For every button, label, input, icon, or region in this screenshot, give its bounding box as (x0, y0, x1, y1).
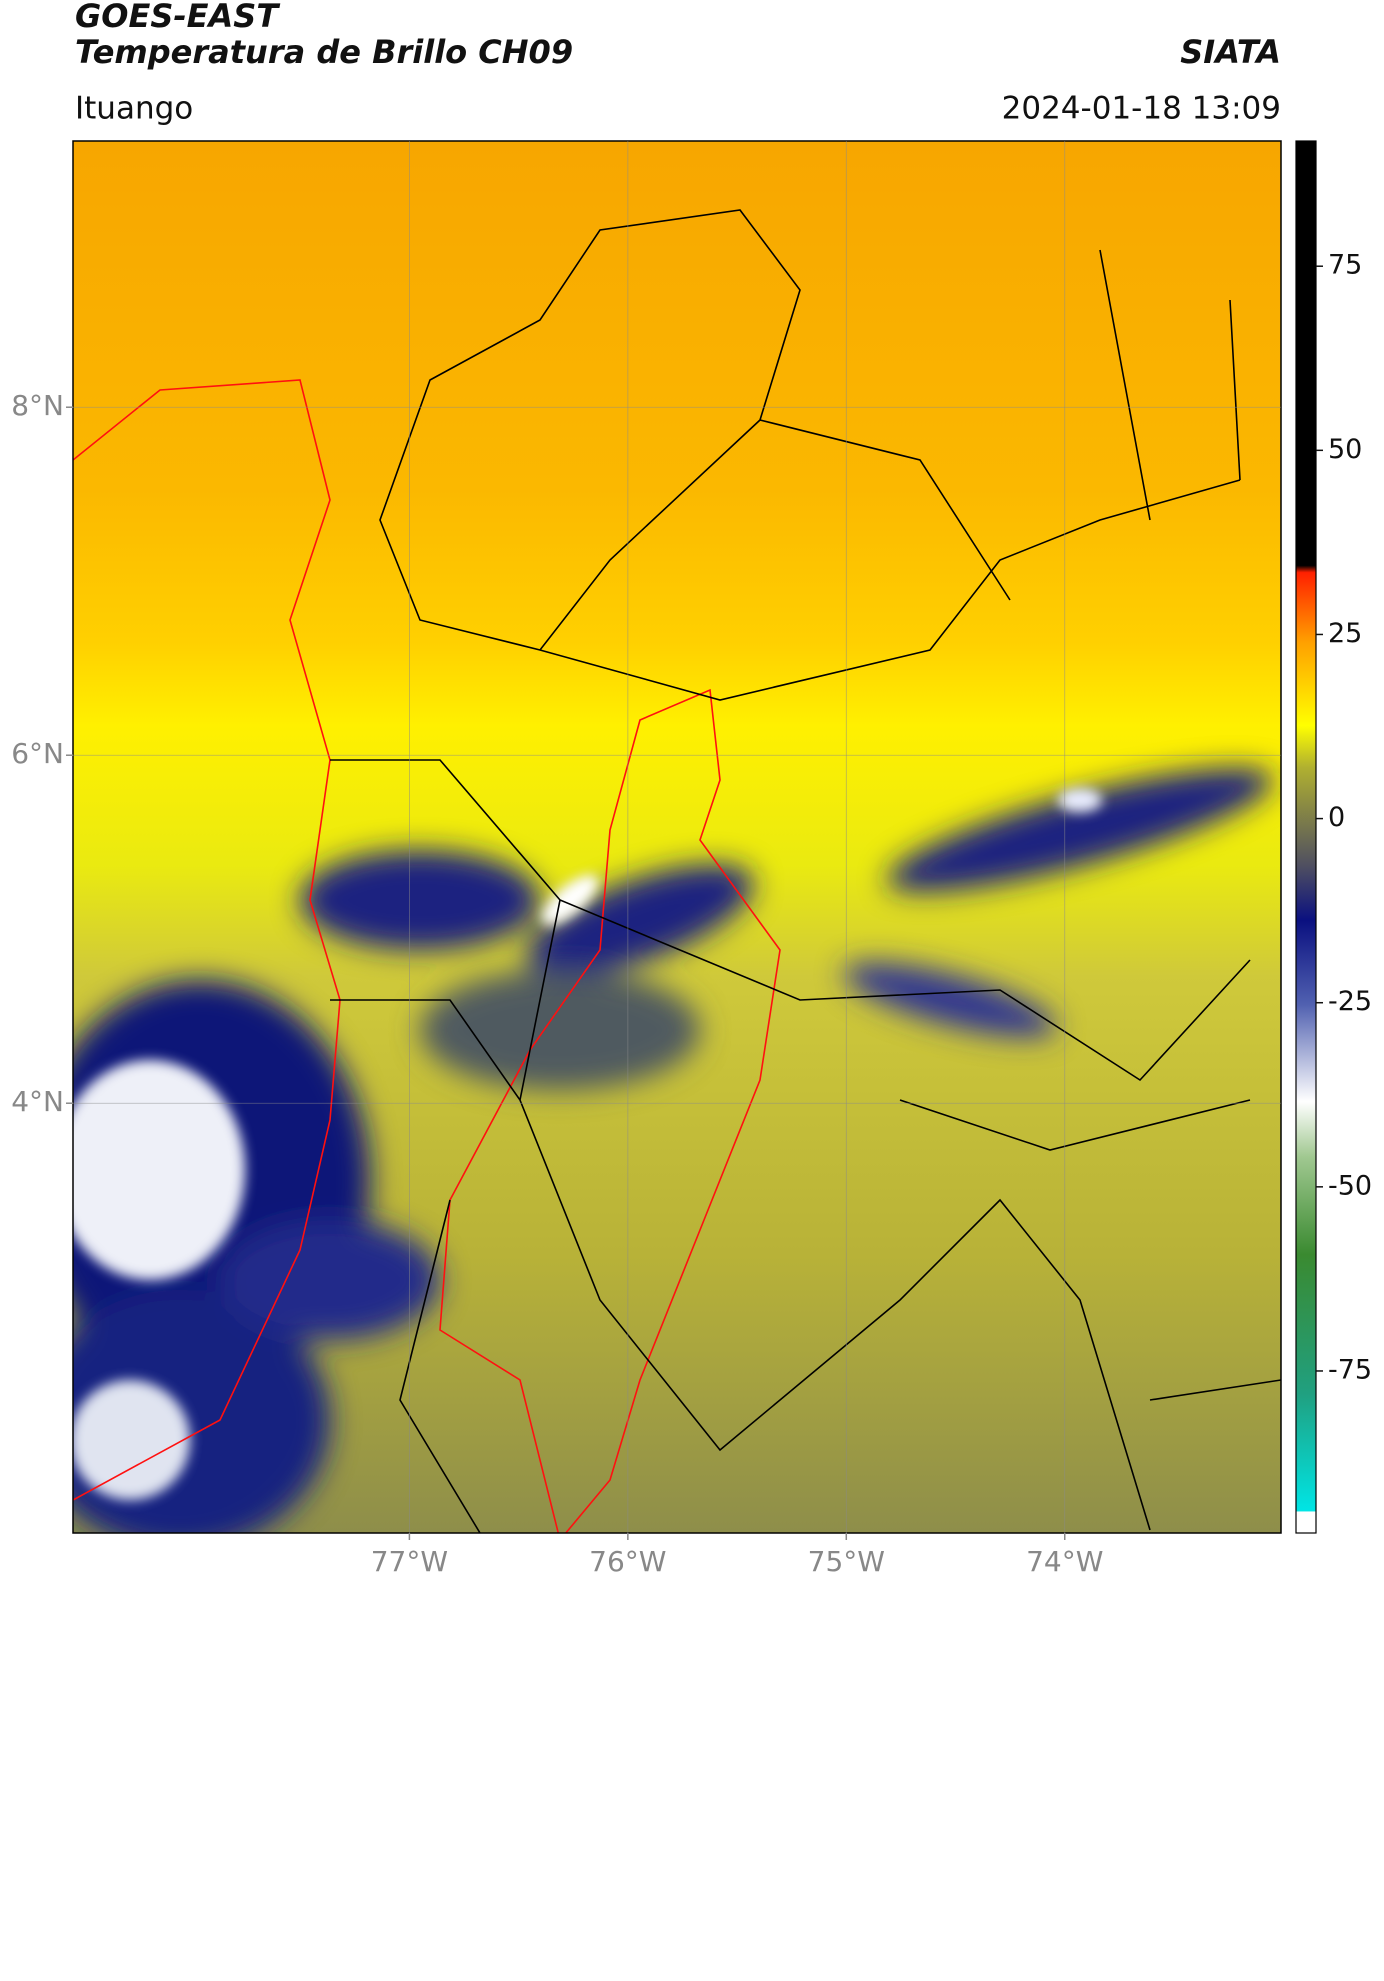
plot-frame (72, 140, 1282, 1534)
x-tick-label: 75°W (808, 1545, 885, 1578)
x-tick-label: 74°W (1026, 1545, 1103, 1578)
y-tick-label: 6°N (11, 737, 64, 770)
chart-subtitle: Temperatura de Brillo CH09 (75, 33, 573, 71)
location: Ituango (75, 91, 193, 127)
y-tick-label: 4°N (11, 1085, 64, 1118)
colorbar (1295, 140, 1317, 1534)
colorbar-tick-label: 75 (1328, 250, 1362, 281)
colorbar-tick-label: 50 (1328, 434, 1362, 465)
y-tick-label: 8°N (11, 389, 64, 422)
x-tick-label: 77°W (371, 1545, 448, 1578)
datetime: 2024-01-18 13:09 (1002, 91, 1281, 127)
colorbar-tick-label: -50 (1328, 1170, 1372, 1201)
chart-title: GOES-EAST (75, 0, 280, 35)
satellite-image (73, 141, 1281, 1533)
colorbar-tick-label: 25 (1328, 618, 1362, 649)
colorbar-tick-label: -75 (1328, 1354, 1372, 1385)
colorbar-tick-label: 0 (1328, 802, 1345, 833)
x-tick-label: 76°W (589, 1545, 666, 1578)
source: SIATA (1180, 33, 1281, 71)
grid (73, 141, 1281, 1533)
colorbar-tick-label: -25 (1328, 986, 1372, 1017)
